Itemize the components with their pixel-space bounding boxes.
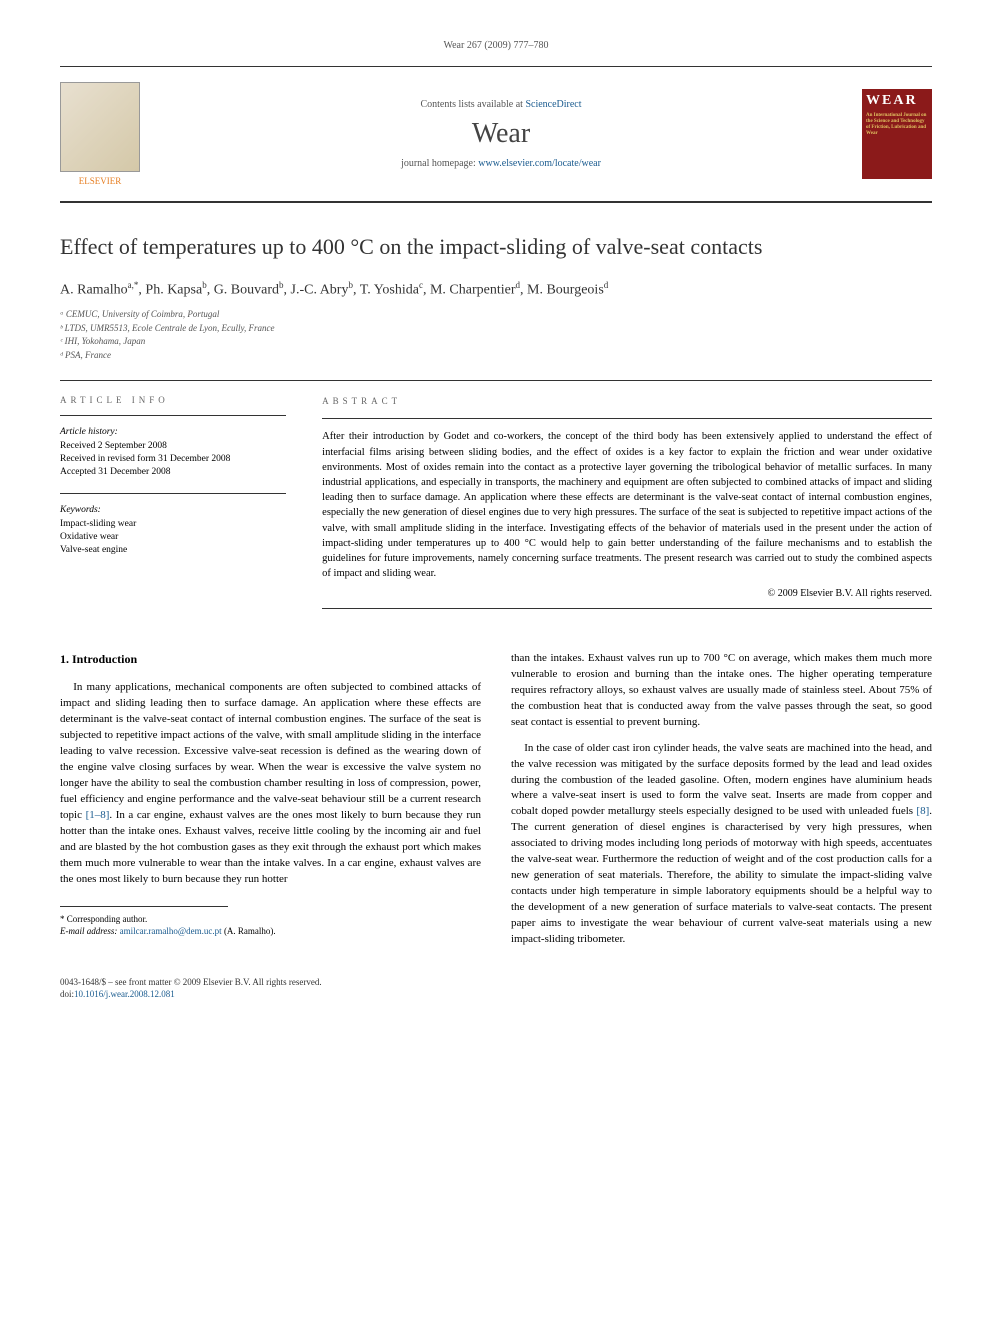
publisher-block: ELSEVIER	[60, 82, 140, 186]
footnote-separator	[60, 906, 228, 907]
affiliation-d: ᵈ PSA, France	[60, 349, 932, 363]
abstract-column: ABSTRACT After their introduction by God…	[304, 381, 932, 623]
article-title: Effect of temperatures up to 400 °C on t…	[60, 233, 932, 262]
page-footer: 0043-1648/$ – see front matter © 2009 El…	[60, 976, 932, 1001]
banner-center: Contents lists available at ScienceDirec…	[140, 99, 862, 169]
article-info-label: ARTICLE INFO	[60, 395, 286, 405]
history-accepted: Accepted 31 December 2008	[60, 466, 286, 479]
abstract-divider	[322, 418, 932, 419]
keyword-2: Oxidative wear	[60, 531, 286, 544]
journal-banner: ELSEVIER Contents lists available at Sci…	[60, 66, 932, 203]
keywords-block: Keywords: Impact-sliding wear Oxidative …	[60, 504, 286, 557]
corresponding-author-note: * Corresponding author. E-mail address: …	[60, 913, 481, 938]
homepage-prefix: journal homepage:	[401, 158, 478, 169]
affiliation-b: ᵇ LTDS, UMR5513, Ecole Centrale de Lyon,…	[60, 322, 932, 336]
history-label: Article history:	[60, 426, 286, 439]
availability-line: Contents lists available at ScienceDirec…	[140, 99, 862, 110]
history-revised: Received in revised form 31 December 200…	[60, 453, 286, 466]
right-p2-text-b: . The current generation of diesel engin…	[511, 805, 932, 945]
left-column: 1. Introduction In many applications, me…	[60, 651, 481, 958]
intro-p1-text-b: . In a car engine, exhaust valves are th…	[60, 809, 481, 885]
cover-subtitle: An International Journal on the Science …	[866, 113, 928, 137]
abstract-bottom-divider	[322, 608, 932, 609]
homepage-link[interactable]: www.elsevier.com/locate/wear	[478, 158, 601, 169]
abstract-copyright: © 2009 Elsevier B.V. All rights reserved…	[322, 587, 932, 602]
right-paragraph-2: In the case of older cast iron cylinder …	[511, 741, 932, 948]
keyword-3: Valve-seat engine	[60, 544, 286, 557]
keyword-1: Impact-sliding wear	[60, 518, 286, 531]
article-info-column: ARTICLE INFO Article history: Received 2…	[60, 381, 304, 623]
corr-author-label: * Corresponding author.	[60, 913, 481, 926]
homepage-line: journal homepage: www.elsevier.com/locat…	[140, 158, 862, 169]
affiliation-c: ᶜ IHI, Yokohama, Japan	[60, 335, 932, 349]
doi-link[interactable]: 10.1016/j.wear.2008.12.081	[74, 989, 175, 999]
ref-link-8[interactable]: [8]	[916, 805, 929, 817]
corr-author-email[interactable]: amilcar.ramalho@dem.uc.pt	[120, 926, 222, 936]
affiliation-a: ᵃ CEMUC, University of Coimbra, Portugal	[60, 308, 932, 322]
right-column: than the intakes. Exhaust valves run up …	[511, 651, 932, 958]
journal-title: Wear	[140, 118, 862, 150]
journal-cover-thumb: WEAR An International Journal on the Sci…	[862, 89, 932, 179]
doi-label: doi:	[60, 989, 74, 999]
right-paragraph-1: than the intakes. Exhaust valves run up …	[511, 651, 932, 731]
history-received: Received 2 September 2008	[60, 440, 286, 453]
avail-prefix: Contents lists available at	[420, 99, 525, 110]
email-label: E-mail address:	[60, 926, 120, 936]
sciencedirect-link[interactable]: ScienceDirect	[525, 99, 581, 110]
info-abstract-row: ARTICLE INFO Article history: Received 2…	[60, 380, 932, 623]
keywords-label: Keywords:	[60, 504, 286, 517]
article-history-block: Article history: Received 2 September 20…	[60, 426, 286, 479]
running-header: Wear 267 (2009) 777–780	[60, 40, 932, 51]
intro-paragraph-1: In many applications, mechanical compone…	[60, 680, 481, 887]
footer-copyright-line: 0043-1648/$ – see front matter © 2009 El…	[60, 976, 932, 989]
elsevier-tree-logo	[60, 82, 140, 172]
publisher-name: ELSEVIER	[60, 176, 140, 186]
cover-title: WEAR	[866, 93, 928, 109]
abstract-text: After their introduction by Godet and co…	[322, 429, 932, 581]
info-divider	[60, 415, 286, 416]
email-suffix: (A. Ramalho).	[222, 926, 276, 936]
ref-link-1-8[interactable]: [1–8]	[86, 809, 110, 821]
intro-heading: 1. Introduction	[60, 651, 481, 668]
info-divider-2	[60, 493, 286, 494]
affiliations: ᵃ CEMUC, University of Coimbra, Portugal…	[60, 308, 932, 362]
intro-p1-text-a: In many applications, mechanical compone…	[60, 681, 481, 821]
right-p2-text-a: In the case of older cast iron cylinder …	[511, 742, 932, 818]
body-columns: 1. Introduction In many applications, me…	[60, 651, 932, 958]
abstract-label: ABSTRACT	[322, 395, 932, 408]
author-list: A. Ramalhoa,*, Ph. Kapsab, G. Bouvardb, …	[60, 280, 932, 299]
